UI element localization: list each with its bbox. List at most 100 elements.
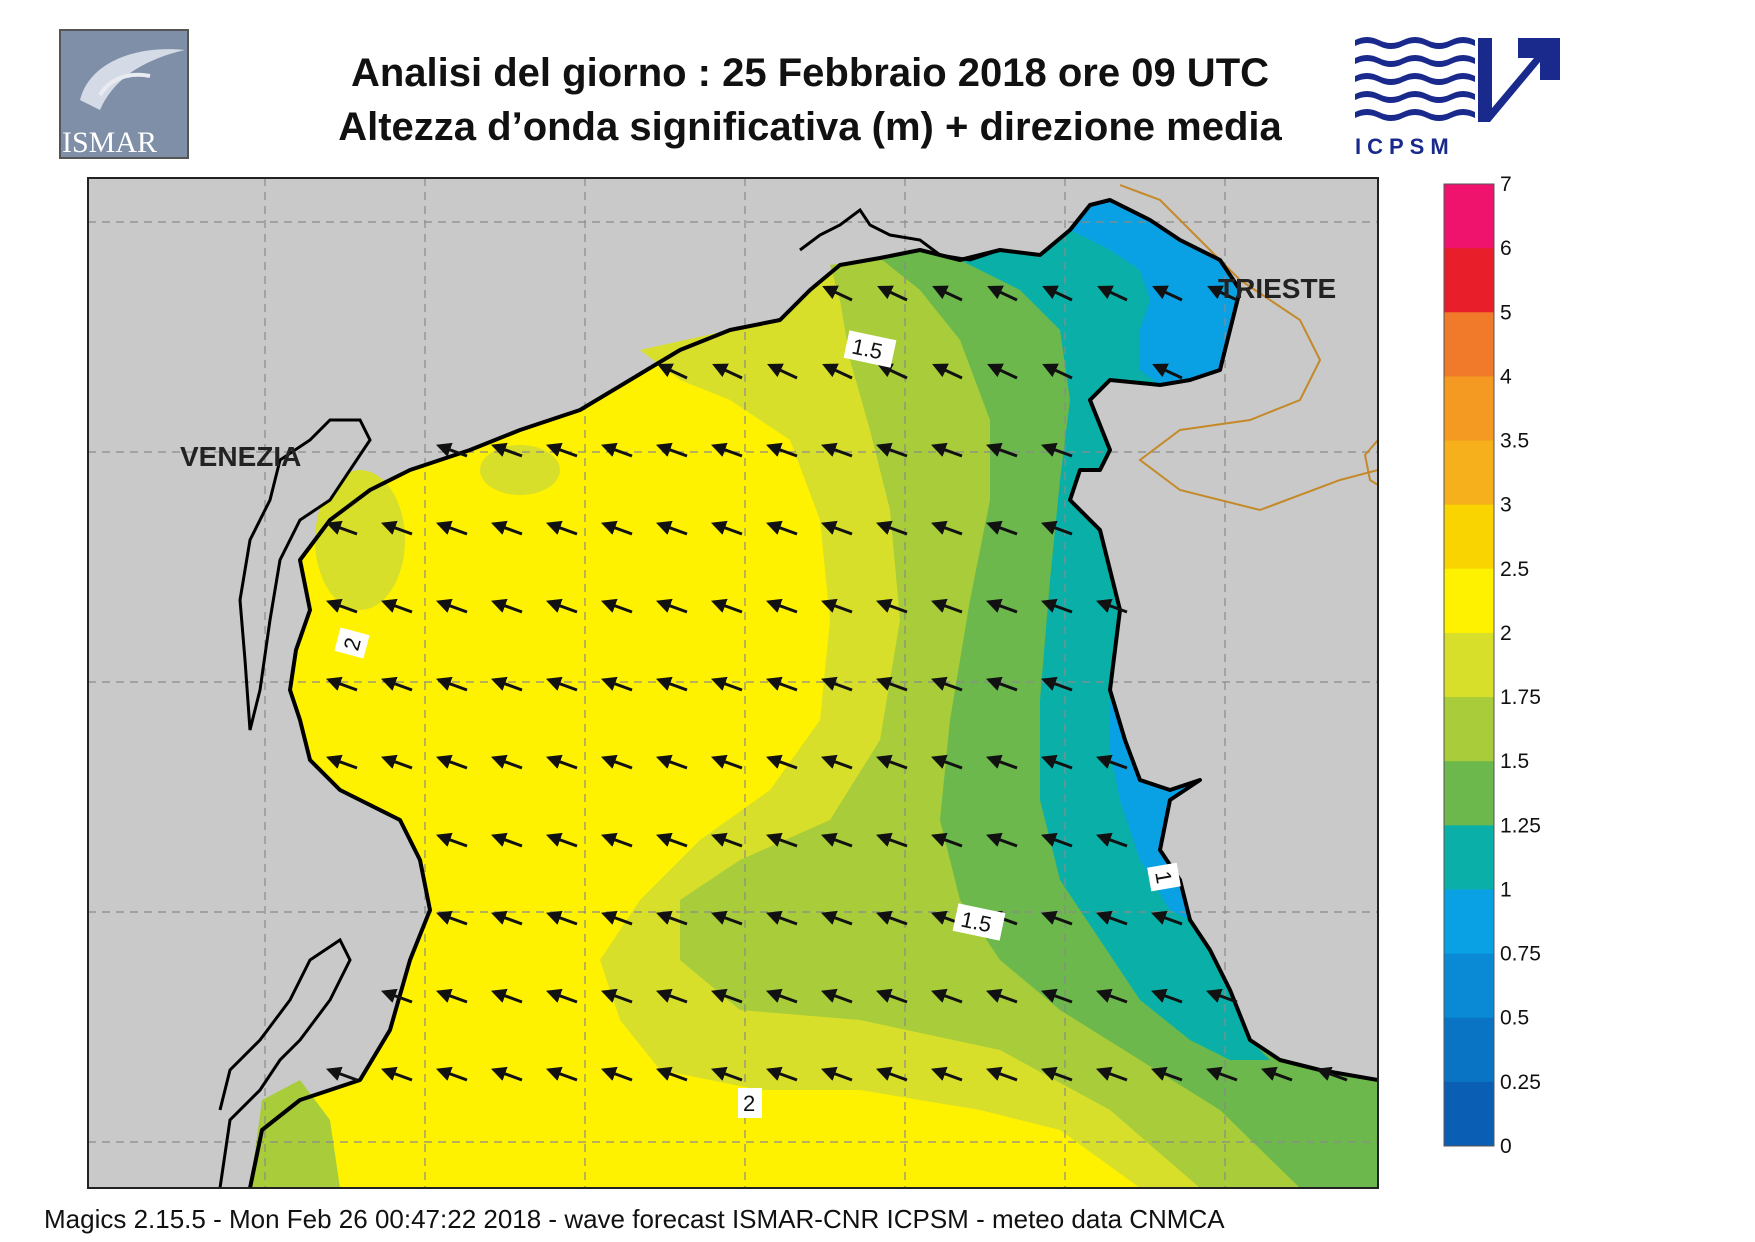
wave-direction-arrow	[1097, 285, 1128, 302]
wave-direction-arrow	[712, 363, 743, 380]
colorbar-swatch	[1444, 1081, 1494, 1147]
wave-band-1-5-south	[250, 1080, 340, 1188]
wave-direction-arrow	[600, 442, 633, 458]
wave-direction-arrow	[490, 1066, 523, 1082]
wave-direction-arrow	[600, 832, 633, 848]
colorbar-tick-label: 5	[1500, 301, 1512, 324]
wave-direction-arrow	[655, 676, 688, 692]
wave-direction-arrow	[820, 598, 853, 614]
wave-direction-arrow	[1095, 1066, 1128, 1082]
wave-direction-arrow	[1152, 285, 1183, 302]
wave-direction-arrow	[765, 598, 798, 614]
wave-direction-arrow	[985, 988, 1018, 1004]
wave-direction-arrow	[545, 598, 578, 614]
national-border	[1119, 184, 1378, 512]
wave-direction-arrow	[877, 363, 908, 380]
colorbar: 7 6 5 4 3.5 3 2.5 2 1.75 1.5 1.25 1 0.75 0.5 0.25 0	[1443, 173, 1541, 1158]
wave-direction-arrow	[435, 442, 468, 458]
colorbar-tick-label: 1.25	[1500, 814, 1541, 837]
wave-direction-arrow	[1040, 1066, 1073, 1082]
wave-direction-arrow	[655, 754, 688, 770]
wave-direction-arrow	[1040, 442, 1073, 458]
wave-direction-arrow	[655, 832, 688, 848]
wave-direction-arrow	[930, 754, 963, 770]
wave-direction-arrow	[820, 520, 853, 536]
wave-direction-arrow	[820, 676, 853, 692]
wave-direction-arrow	[985, 598, 1018, 614]
wave-direction-arrow	[490, 520, 523, 536]
wave-direction-arrow	[820, 910, 853, 926]
wave-direction-arrow	[985, 754, 1018, 770]
wave-direction-arrow	[765, 442, 798, 458]
wave-direction-arrow	[985, 676, 1018, 692]
wave-direction-arrow	[710, 598, 743, 614]
colorbar-swatch	[1444, 312, 1494, 377]
wave-direction-arrow	[545, 1066, 578, 1082]
wave-direction-arrow	[1205, 1066, 1238, 1082]
wave-direction-arrow	[1315, 1066, 1348, 1082]
wave-direction-arrow	[985, 442, 1018, 458]
map-panel: VENEZIA TRIESTE 1.5 2 1.5 1 2	[87, 177, 1379, 1189]
contour-label-1: 1.5	[843, 330, 897, 368]
wave-direction-arrow	[380, 1066, 413, 1082]
wave-direction-arrow	[435, 910, 468, 926]
wave-direction-arrow	[490, 598, 523, 614]
footer-credits: Magics 2.15.5 - Mon Feb 26 00:47:22 2018…	[44, 1204, 1225, 1234]
wave-band-1-75-lagoon	[480, 445, 560, 495]
wave-direction-arrow	[655, 988, 688, 1004]
wave-direction-arrow	[875, 520, 908, 536]
wave-direction-arrow	[1207, 285, 1238, 302]
svg-text:1.5: 1.5	[959, 907, 994, 938]
wave-direction-arrow	[710, 754, 743, 770]
wave-direction-arrow	[987, 363, 1018, 380]
wave-direction-arrow	[435, 754, 468, 770]
wave-direction-arrow	[1150, 1066, 1183, 1082]
colorbar-tick-label: 4	[1500, 365, 1512, 388]
wave-direction-arrow	[1040, 676, 1073, 692]
colorbar-swatch	[1444, 248, 1494, 313]
colorbar-tick-label: 0	[1500, 1135, 1512, 1158]
wave-direction-arrow	[875, 442, 908, 458]
wave-direction-arrow	[1095, 910, 1128, 926]
wave-direction-arrow	[930, 832, 963, 848]
wave-direction-arrow	[600, 676, 633, 692]
wave-direction-arrow	[435, 1066, 468, 1082]
wave-direction-arrow	[435, 988, 468, 1004]
wave-direction-arrow	[655, 520, 688, 536]
wave-direction-arrow	[765, 754, 798, 770]
wave-direction-arrow	[985, 1066, 1018, 1082]
wave-direction-arrow	[1040, 754, 1073, 770]
wave-direction-arrow	[710, 676, 743, 692]
colorbar-swatch	[1444, 697, 1494, 762]
wave-direction-arrow	[930, 598, 963, 614]
wave-direction-arrow	[930, 520, 963, 536]
wave-direction-arrow	[380, 676, 413, 692]
wave-direction-arrow	[600, 988, 633, 1004]
wave-direction-arrow	[1042, 363, 1073, 380]
coastline	[248, 198, 1378, 1188]
wave-direction-arrow	[987, 285, 1018, 302]
wave-direction-arrow	[435, 598, 468, 614]
wave-direction-arrow	[930, 988, 963, 1004]
wave-direction-arrow	[435, 520, 468, 536]
wave-direction-arrow	[877, 285, 908, 302]
wave-direction-arrow	[490, 676, 523, 692]
graticule	[88, 178, 1378, 1188]
map-frame	[87, 177, 1379, 1189]
wave-direction-arrow	[710, 520, 743, 536]
wave-direction-arrow	[822, 363, 853, 380]
colorbar-tick-label: 1	[1500, 878, 1512, 901]
wave-direction-arrow	[545, 988, 578, 1004]
wave-direction-arrow	[600, 1066, 633, 1082]
wave-direction-arrow	[545, 442, 578, 458]
wave-direction-arrow	[657, 363, 688, 380]
wave-direction-arrow	[655, 1066, 688, 1082]
wave-direction-arrow	[710, 910, 743, 926]
wave-direction-arrow	[1095, 754, 1128, 770]
wave-direction-arrow	[380, 754, 413, 770]
ismar-logo-text: ISMAR	[62, 126, 157, 159]
wave-direction-arrow	[875, 598, 908, 614]
colorbar-swatch	[1444, 825, 1494, 890]
wave-direction-arrow	[1095, 832, 1128, 848]
